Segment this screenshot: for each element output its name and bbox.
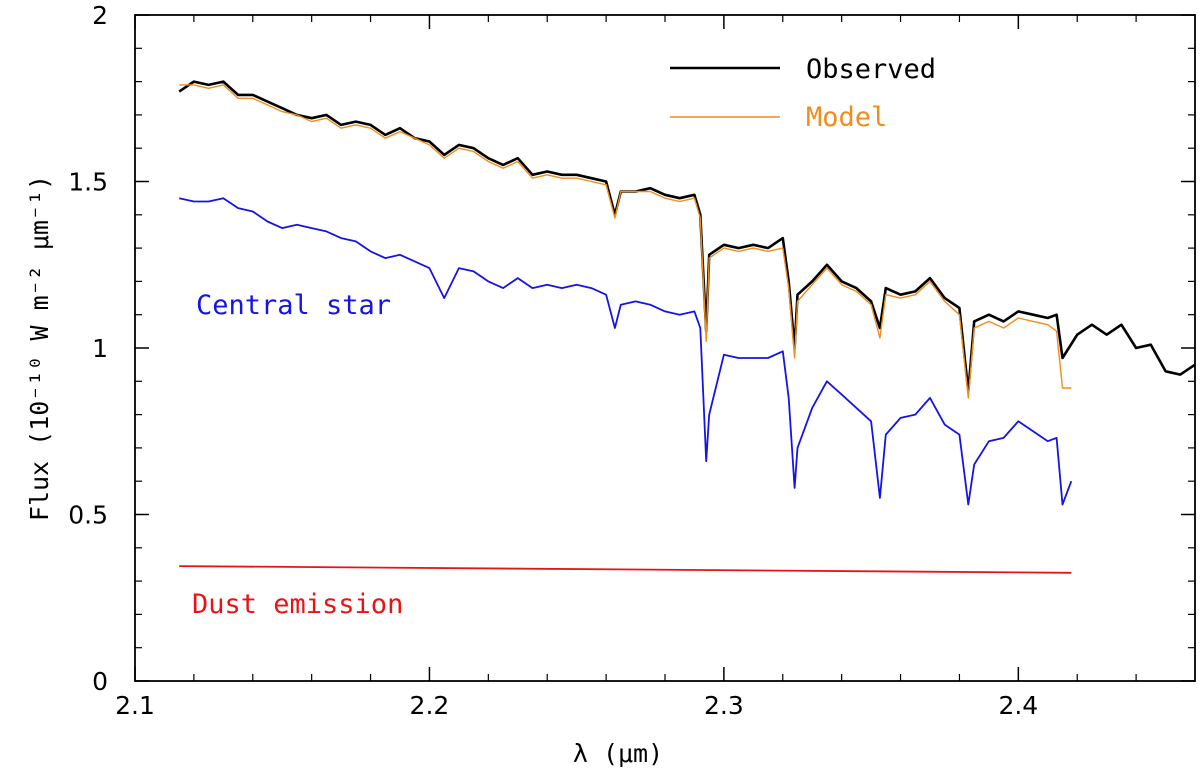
x-tick-label: 2.2 [410,691,450,720]
x-axis-label: λ (μm) [573,739,663,768]
y-tick-label: 0.5 [68,501,108,530]
series-line-dust [179,565,1072,574]
x-tick-label: 2.3 [704,691,744,720]
y-tick-label: 0 [92,667,108,696]
series-line-observed [178,80,1196,393]
y-tick-label: 1.5 [68,168,108,197]
series-layer [178,80,1196,574]
series-line-central-star [179,197,1073,506]
y-tick-label: 1 [92,334,108,363]
legend-label-observed: Observed [806,54,936,85]
ticks-layer: 2.1 2.2 2.3 2.4 0 0.5 1 1.5 2 [68,1,1195,720]
legend-label-model: Model [806,102,887,133]
y-axis-label: Flux (10⁻¹⁰ W m⁻² μm⁻¹) [25,175,54,521]
annotation-central-star: Central star [196,290,391,321]
y-tick-label: 2 [92,1,108,30]
annotation-dust-emission: Dust emission [192,589,403,620]
x-tick-label: 2.1 [115,691,155,720]
x-tick-label: 2.4 [998,691,1038,720]
series-line-model [179,84,1072,399]
legend: Observed Model [670,54,936,133]
